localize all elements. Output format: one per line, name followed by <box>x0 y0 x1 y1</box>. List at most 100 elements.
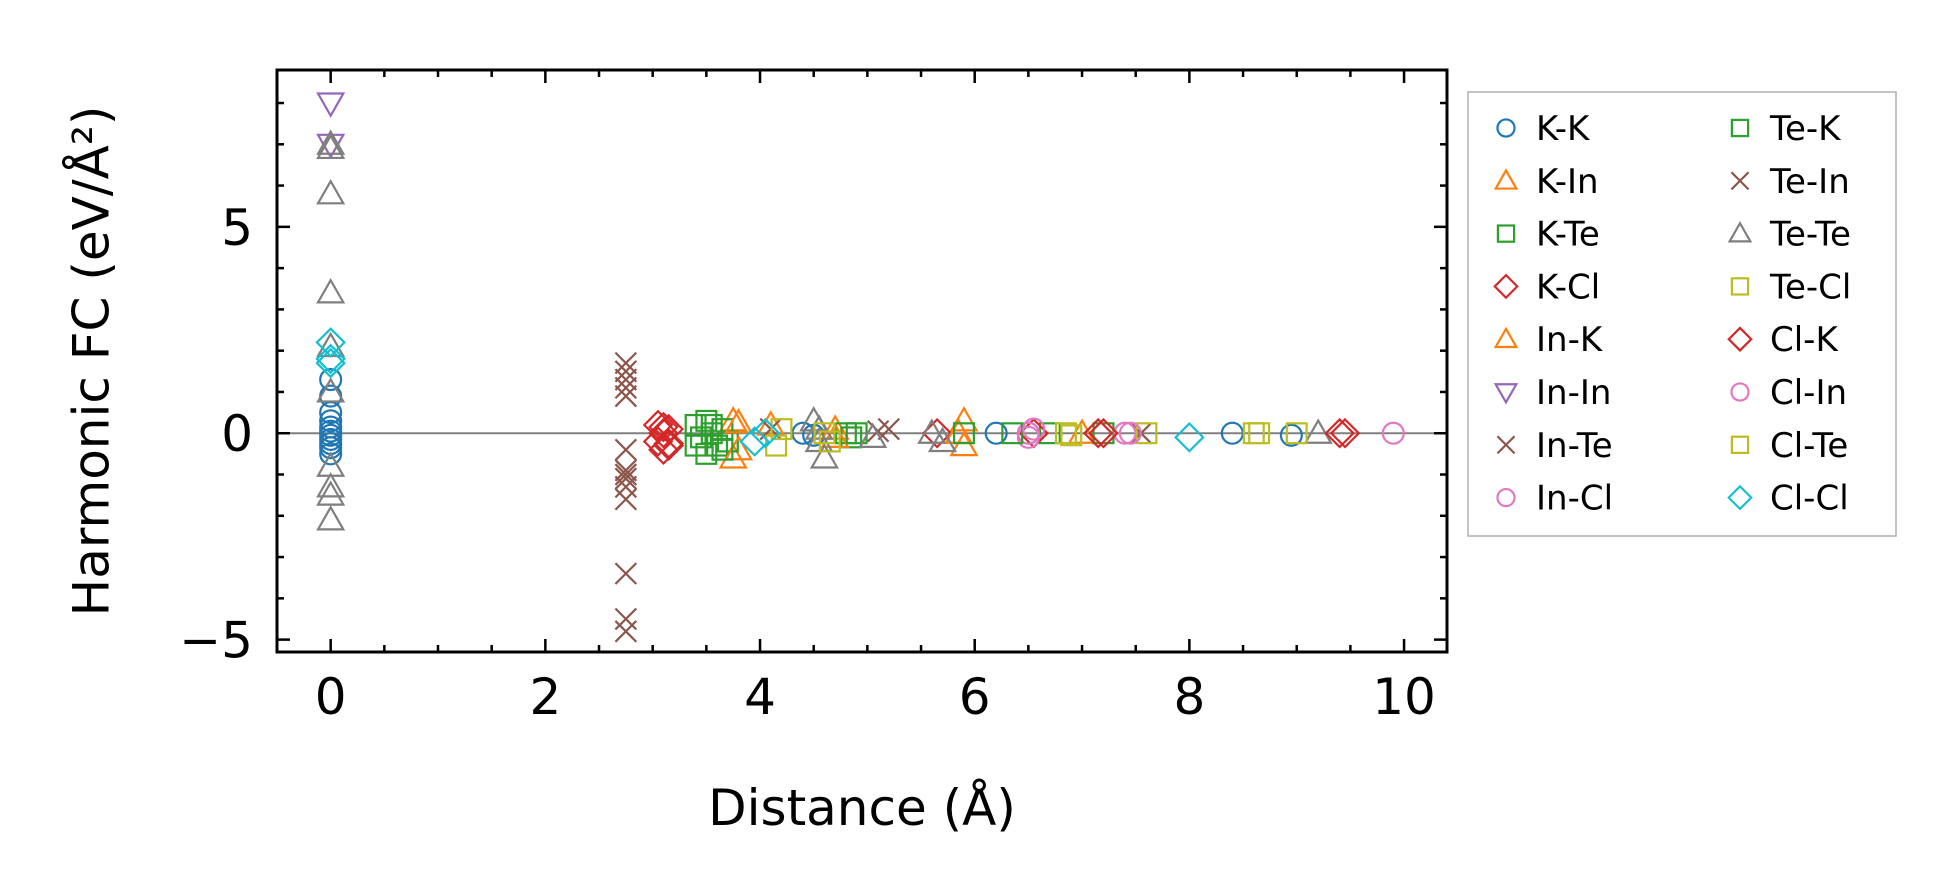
data-point <box>653 413 685 445</box>
data-point <box>614 488 638 511</box>
legend-item: Cl-Cl <box>1727 479 1849 519</box>
legend-marker <box>1727 326 1753 353</box>
data-point <box>1303 418 1333 444</box>
data-point <box>319 436 343 460</box>
data-point <box>648 411 679 443</box>
legend-item: Te-In <box>1730 162 1850 202</box>
legend-label: Te-Te <box>1769 215 1851 255</box>
legend-label: In-Te <box>1536 426 1613 466</box>
legend-item: Te-Cl <box>1730 267 1851 307</box>
data-point <box>316 133 346 160</box>
series-Cl-K <box>648 411 1355 459</box>
legend-marker <box>1493 168 1519 190</box>
x-tick-label: 2 <box>529 668 561 726</box>
data-point <box>724 408 754 434</box>
data-point <box>614 463 638 486</box>
data-point <box>845 422 868 445</box>
legend-marker <box>1493 273 1519 300</box>
legend-item: In-Te <box>1496 426 1613 466</box>
legend-label: Te-K <box>1769 109 1842 149</box>
data-point <box>315 347 346 379</box>
data-point <box>700 413 723 436</box>
data-point <box>614 368 638 391</box>
data-point <box>315 343 346 375</box>
legend-label: K-Cl <box>1536 267 1600 307</box>
y-tick-label: 5 <box>221 199 253 257</box>
legend-marker <box>1496 118 1516 138</box>
legend-item: Cl-In <box>1730 373 1847 413</box>
data-point <box>316 472 346 498</box>
data-point <box>319 384 343 408</box>
data-point <box>770 418 793 441</box>
legend-marker <box>1496 435 1516 455</box>
y-tick-labels: −5 0 5 <box>179 199 253 670</box>
legend-label: K-Te <box>1536 215 1600 255</box>
data-point <box>1174 422 1205 453</box>
data-point <box>1113 421 1137 445</box>
data-point <box>316 129 346 155</box>
data-point <box>316 92 346 118</box>
legend-label: Cl-In <box>1770 373 1847 413</box>
x-axis-label: Distance (Å) <box>708 779 1016 837</box>
data-point <box>927 426 958 453</box>
data-point <box>1135 422 1158 445</box>
data-point <box>614 620 638 643</box>
data-point <box>316 505 346 531</box>
data-point <box>319 442 343 466</box>
data-point <box>316 278 346 304</box>
legend-label: K-K <box>1536 109 1591 149</box>
data-point <box>316 178 346 205</box>
data-point <box>1279 423 1303 447</box>
data-point <box>952 422 975 445</box>
x-tick-labels: 0 2 4 6 8 10 <box>315 668 1436 726</box>
legend-item: K-In <box>1493 162 1599 202</box>
series-Te-Cl <box>765 422 1308 457</box>
legend-item: Te-Te <box>1727 215 1851 255</box>
x-tick-label: 10 <box>1372 668 1436 726</box>
legend-label: Cl-K <box>1770 320 1839 360</box>
legend-label: Cl-Cl <box>1770 479 1849 519</box>
data-point <box>1220 421 1244 445</box>
data-point <box>319 409 343 433</box>
legend-item: In-Cl <box>1496 479 1613 519</box>
axis-ticks <box>275 70 1447 652</box>
legend-item: In-K <box>1493 320 1604 360</box>
legend-marker <box>1730 277 1750 296</box>
legend-marker <box>1493 326 1519 349</box>
data-point <box>1060 424 1083 447</box>
legend-marker <box>1730 118 1750 138</box>
data-point <box>1088 417 1119 449</box>
legend-frame <box>1467 91 1897 537</box>
data-point <box>750 417 781 449</box>
legend-label: In-K <box>1536 320 1604 360</box>
legend-marker <box>1730 382 1750 402</box>
legend-marker <box>1496 487 1516 508</box>
legend-label: In-In <box>1536 373 1611 413</box>
legend-marker <box>1727 484 1753 511</box>
data-point <box>684 434 707 457</box>
plot-frame <box>275 68 1449 654</box>
legend-item: In-In <box>1493 373 1611 413</box>
data-point <box>1118 421 1142 445</box>
data-point <box>984 421 1008 445</box>
data-point <box>711 438 734 461</box>
legend-label: In-Cl <box>1536 479 1613 519</box>
legend-label: Cl-Te <box>1770 426 1848 466</box>
y-tick-label: −5 <box>179 612 253 670</box>
data-point <box>695 409 718 432</box>
legend-marker <box>1730 171 1750 191</box>
data-point <box>315 327 346 358</box>
legend-marker <box>1730 435 1750 455</box>
series-Te-Te <box>316 129 1333 531</box>
data-point <box>614 438 638 461</box>
series-Cl-Te <box>770 418 1271 447</box>
legend-item: K-K <box>1496 109 1591 149</box>
series-Te-K <box>684 413 1024 461</box>
x-tick-label: 4 <box>744 668 776 726</box>
data-point <box>614 607 638 631</box>
y-axis-label: Harmonic FC (eV/Å²) <box>63 106 121 617</box>
legend-item: Cl-K <box>1727 320 1839 360</box>
data-point <box>614 459 638 482</box>
data-point <box>858 422 888 448</box>
data-point <box>614 467 638 490</box>
